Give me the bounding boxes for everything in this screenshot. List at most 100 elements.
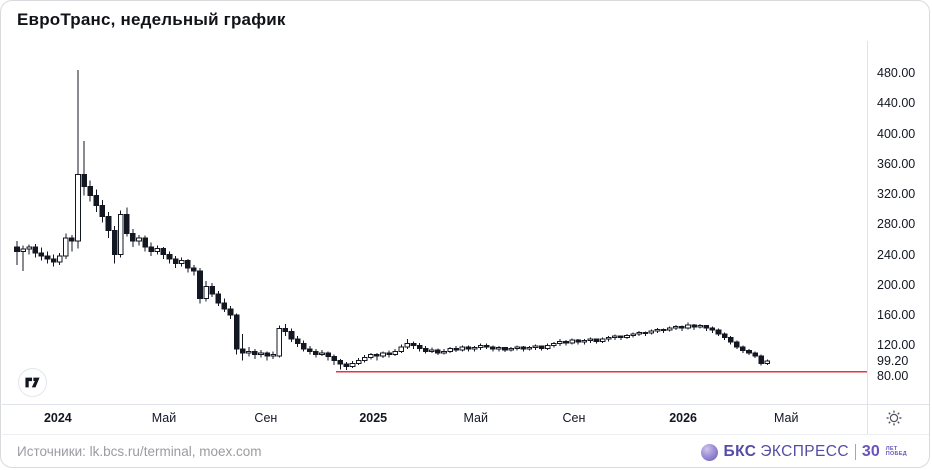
candle — [26, 244, 32, 255]
price-axis-line — [867, 41, 868, 435]
y-axis-tick: 280.00 — [877, 217, 916, 232]
candle — [264, 351, 270, 361]
candle — [429, 347, 435, 353]
candle — [374, 352, 380, 361]
candle — [496, 346, 502, 352]
x-axis-tick: 2024 — [43, 411, 72, 425]
candle — [526, 346, 533, 351]
bks-anniversary-text: ЛЕТ ПОБЕД — [886, 446, 907, 458]
x-axis-tick: Сен — [254, 411, 278, 425]
candle — [746, 349, 752, 356]
y-axis-tick: 80.00 — [877, 368, 909, 383]
bks-express-logo: БКС ЭКСПРЕСС 30 ЛЕТ ПОБЕД — [700, 441, 907, 463]
candle — [380, 351, 386, 359]
candle — [404, 339, 411, 350]
candle — [642, 331, 649, 337]
candle — [197, 268, 203, 304]
bks-brand-rest: ЭКСПРЕСС — [760, 443, 849, 460]
candle — [166, 251, 173, 264]
candle — [294, 336, 301, 347]
y-axis-tick: 360.00 — [877, 156, 916, 171]
candle — [557, 339, 563, 347]
candle — [117, 210, 124, 258]
candle — [435, 348, 441, 356]
candle — [392, 349, 398, 356]
candle — [599, 337, 606, 343]
candle — [666, 326, 673, 332]
candle — [697, 324, 704, 329]
candle — [276, 325, 283, 358]
candle — [477, 343, 484, 350]
candle — [215, 290, 222, 306]
settings-button[interactable] — [885, 409, 903, 427]
candle — [459, 345, 466, 352]
x-axis-tick: Май — [463, 411, 488, 425]
candle — [252, 349, 258, 359]
candle — [471, 346, 478, 352]
time-axis-line — [2, 404, 929, 405]
candle — [246, 346, 252, 357]
candle — [441, 349, 447, 355]
candle — [691, 324, 697, 331]
candle — [325, 351, 331, 361]
candle — [654, 327, 661, 334]
candle — [508, 346, 514, 352]
candle — [69, 234, 75, 252]
candle — [44, 251, 51, 264]
candle — [502, 346, 508, 353]
candle — [587, 337, 594, 343]
x-axis-tick: Сен — [562, 411, 586, 425]
last-price-label: 99.20 — [877, 353, 909, 368]
tradingview-icon — [25, 377, 40, 388]
sources-text: Источники: lk.bcs.ru/terminal, moex.com — [17, 444, 262, 459]
candle — [679, 325, 685, 331]
candle — [300, 340, 307, 352]
candle — [544, 343, 551, 350]
candle — [337, 358, 344, 370]
candle — [575, 339, 582, 345]
bks-brand-bold: БКС — [723, 443, 757, 460]
candle — [605, 336, 612, 342]
candle — [148, 242, 154, 257]
candle — [105, 212, 112, 238]
time-axis: 2024 Май Сен 2025 Май Сен 2026 Май — [1, 405, 867, 433]
footer-separator — [2, 434, 929, 435]
candle — [313, 349, 319, 358]
candle — [75, 69, 81, 249]
candle — [422, 346, 429, 354]
y-axis-tick: 320.00 — [877, 187, 916, 201]
candle — [593, 338, 600, 344]
candle — [191, 265, 197, 276]
candle — [368, 352, 374, 360]
candle — [81, 141, 87, 196]
candle — [569, 338, 575, 345]
y-axis-tick: 440.00 — [877, 96, 916, 111]
candle — [727, 336, 734, 345]
candle — [221, 298, 228, 312]
bks-logo-divider — [854, 444, 856, 460]
candle — [93, 189, 100, 213]
tradingview-logo[interactable] — [18, 368, 47, 397]
candle — [136, 234, 142, 246]
candle — [740, 345, 746, 353]
candle — [319, 349, 325, 356]
gear-icon — [886, 410, 902, 426]
candle — [618, 335, 624, 340]
y-axis-tick: 480.00 — [877, 66, 916, 80]
candle — [709, 326, 716, 334]
candle — [32, 243, 39, 258]
candle — [361, 355, 368, 363]
candle — [715, 328, 722, 337]
candle — [734, 340, 740, 350]
candle — [203, 280, 209, 302]
candle — [130, 228, 136, 247]
candle — [185, 259, 191, 273]
candle — [752, 351, 758, 359]
candle — [331, 354, 337, 365]
candle — [758, 354, 765, 366]
candle — [721, 332, 728, 340]
candle — [20, 245, 26, 272]
